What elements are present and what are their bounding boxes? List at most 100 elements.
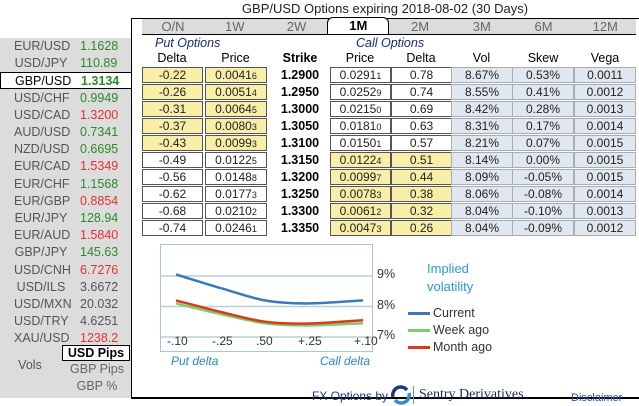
header-vol: Vol <box>472 51 491 65</box>
tab-1w[interactable]: 1W <box>225 19 245 34</box>
series-line-month <box>175 299 364 325</box>
tab-on[interactable]: O/N <box>161 19 185 34</box>
pair-row-eur-aud[interactable]: EUR/AUD 1.5840 <box>0 227 131 244</box>
pair-name: EUR/CAD <box>14 159 71 174</box>
tab-2m[interactable]: 2M <box>410 19 430 34</box>
units-option-gbp-[interactable]: GBP % <box>76 379 118 393</box>
put-price[interactable]: 0.00993 <box>205 135 267 151</box>
pair-row-eur-usd[interactable]: EUR/USD 1.1628 <box>0 38 131 55</box>
pair-name: EUR/GBP <box>14 193 71 208</box>
put-price[interactable]: 0.00803 <box>205 118 267 134</box>
put-price[interactable]: 0.00416 <box>205 67 267 83</box>
pair-row-nzd-usd[interactable]: NZD/USD 0.6695 <box>0 141 131 158</box>
currency-pair-list <box>0 38 131 398</box>
pair-rate: 1.1628 <box>80 39 119 53</box>
skew: -0.10% <box>512 203 574 219</box>
price-pip: 8 <box>251 173 257 183</box>
call-price[interactable]: 0.00473 <box>330 220 391 236</box>
price-main: 0.0181 <box>339 119 377 133</box>
pair-name: USD/ILS <box>16 279 66 294</box>
skew: 0.53% <box>512 67 574 83</box>
pair-rate: 20.032 <box>80 297 119 311</box>
header-strike: Strike <box>282 51 318 65</box>
vols-label: Vols <box>18 358 42 372</box>
vega: 0.0014 <box>574 186 636 202</box>
pair-row-xau-usd[interactable]: XAU/USD 1238.2 <box>0 330 131 347</box>
call-price[interactable]: 0.02911 <box>330 67 391 83</box>
strike: 1.3050 <box>280 119 320 133</box>
disclaimer-link[interactable]: Disclaimer <box>571 392 623 404</box>
price-main: 0.0099 <box>339 170 377 184</box>
pair-row-usd-try[interactable]: USD/TRY 4.6251 <box>0 313 131 330</box>
call-delta: 0.63 <box>391 118 452 134</box>
call-price[interactable]: 0.01224 <box>330 152 391 168</box>
price-pip: 2 <box>251 207 257 217</box>
put-price[interactable]: 0.01225 <box>205 152 267 168</box>
put-price[interactable]: 0.01488 <box>205 169 267 185</box>
call-delta: 0.51 <box>391 152 452 168</box>
y-tick-label: 9% <box>377 267 396 281</box>
page-title: GBP/USD Options expiring 2018-08-02 (30 … <box>241 1 529 16</box>
pair-name: EUR/CHF <box>14 176 70 191</box>
price-pip: 0 <box>376 105 382 115</box>
pair-row-eur-gbp[interactable]: EUR/GBP 0.8854 <box>0 193 131 210</box>
x-tick-label: .50 <box>256 334 273 348</box>
tab-1m[interactable]: 1M <box>327 17 390 34</box>
vega: 0.0014 <box>574 118 636 134</box>
put-price[interactable]: 0.00514 <box>205 84 267 100</box>
pair-row-usd-cad[interactable]: USD/CAD 1.3200 <box>0 107 131 124</box>
call-price[interactable]: 0.01810 <box>330 118 391 134</box>
pair-row-usd-cnh[interactable]: USD/CNH 6.7276 <box>0 262 131 279</box>
put-price[interactable]: 0.00645 <box>205 101 267 117</box>
price-pip: 3 <box>251 139 257 149</box>
pair-row-gbp-jpy[interactable]: GBP/JPY 145.63 <box>0 244 131 261</box>
tab-6m[interactable]: 6M <box>534 19 553 34</box>
price-main: 0.0177 <box>215 187 252 201</box>
price-main: 0.0122 <box>339 153 377 167</box>
expiry-tabs: O/N 1W 2W 1M 2M 3M 6M 12M <box>142 17 636 35</box>
skew: 0.41% <box>512 84 574 100</box>
price-main: 0.0246 <box>215 221 252 235</box>
tab-3m[interactable]: 3M <box>472 19 491 34</box>
price-pip: 1 <box>376 71 382 81</box>
units-option-usd-pips[interactable]: USD Pips <box>62 345 130 361</box>
put-price[interactable]: 0.02102 <box>205 203 267 219</box>
pair-row-eur-chf[interactable]: EUR/CHF 1.1568 <box>0 176 131 193</box>
units-option-gbp-pips[interactable]: GBP Pips <box>70 362 124 376</box>
pair-row-usd-chf[interactable]: USD/CHF 0.9949 <box>0 90 131 107</box>
call-price[interactable]: 0.02150 <box>330 101 391 117</box>
pair-row-aud-usd[interactable]: AUD/USD 0.7341 <box>0 124 131 141</box>
call-delta: 0.57 <box>391 135 452 151</box>
call-delta-label: Call delta <box>320 354 371 368</box>
pair-name: USD/CNH <box>14 262 71 277</box>
price-pip: 2 <box>376 207 382 217</box>
pair-row-usd-ils[interactable]: USD/ILS 3.6672 <box>0 279 131 296</box>
pair-row-eur-jpy[interactable]: EUR/JPY 128.94 <box>0 210 131 227</box>
header-vega: Vega <box>590 51 620 65</box>
price-main: 0.0051 <box>215 85 252 99</box>
call-options-heading: Call Options <box>356 36 425 50</box>
vega: 0.0015 <box>574 135 636 151</box>
tab-12m[interactable]: 12M <box>592 19 618 34</box>
pair-row-eur-cad[interactable]: EUR/CAD 1.5349 <box>0 158 131 175</box>
pair-row-gbp-usd[interactable]: GBP/USD 1.3134 <box>0 72 132 90</box>
pair-name: GBP/USD <box>15 74 72 89</box>
put-delta: -0.26 <box>142 84 203 100</box>
call-price[interactable]: 0.00783 <box>330 186 391 202</box>
x-tick-label: +.10 <box>354 334 378 348</box>
pair-rate: 1.5840 <box>80 228 119 243</box>
brand-link[interactable]: Sentry Derivatives <box>419 387 524 402</box>
call-price[interactable]: 0.00997 <box>330 169 391 185</box>
put-price[interactable]: 0.02461 <box>205 220 267 236</box>
price-main: 0.0061 <box>339 204 377 218</box>
header-delta: Delta <box>406 51 436 65</box>
pair-row-usd-mxn[interactable]: USD/MXN 20.032 <box>0 296 131 313</box>
pair-row-usd-jpy[interactable]: USD/JPY 110.89 <box>0 55 131 72</box>
put-price[interactable]: 0.01773 <box>205 186 267 202</box>
call-price[interactable]: 0.00612 <box>330 203 391 219</box>
call-price[interactable]: 0.02529 <box>330 84 391 100</box>
price-main: 0.0150 <box>339 136 377 150</box>
tab-2w[interactable]: 2W <box>286 19 307 34</box>
call-price[interactable]: 0.01501 <box>330 135 391 151</box>
pair-name: USD/CHF <box>14 90 70 105</box>
